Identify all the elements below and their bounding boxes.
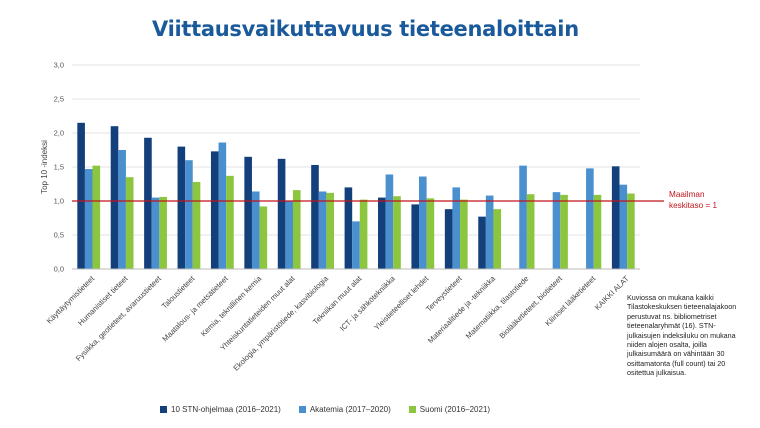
bar-series-3 [326, 192, 334, 269]
legend-item-stn: 10 STN-ohjelmaa (2016–2021) [160, 405, 281, 414]
y-axis-label: Top 10 -indeksi [40, 140, 49, 194]
bar-series-3 [460, 199, 468, 269]
y-tick-label: 1,5 [54, 163, 64, 172]
bar-series-3 [226, 175, 234, 269]
bar-series-2 [419, 176, 427, 269]
bar-series-3 [192, 181, 201, 269]
x-category-label: Biolääketieteet, biotieteet [498, 273, 565, 340]
page-title: Viittausvaikuttavuus tieteenaloittain [152, 17, 579, 41]
y-tick-label: 2,0 [54, 129, 64, 138]
bar-series-2 [586, 168, 594, 269]
bar-series-2 [251, 191, 260, 269]
bar-series-2 [185, 160, 193, 269]
bar-series-2 [285, 201, 293, 269]
y-tick-label: 1,0 [54, 197, 64, 206]
bar-series-1 [478, 216, 486, 269]
bar-series-2 [318, 191, 327, 269]
bar-series-2 [485, 195, 494, 269]
bar-series-3 [159, 196, 167, 269]
bar-series-3 [627, 193, 635, 269]
bar-series-2 [151, 197, 160, 269]
bar-series-2 [352, 221, 360, 269]
y-tick-label: 3,0 [54, 61, 64, 70]
bars [77, 122, 635, 269]
y-tick-label: 0,0 [54, 265, 64, 274]
bar-series-3 [292, 190, 301, 269]
bar-series-2 [519, 165, 527, 269]
bar-series-2 [218, 142, 227, 269]
reference-label-line-1: Maailman [669, 190, 705, 199]
legend: 10 STN-ohjelmaa (2016–2021) Akatemia (20… [160, 405, 490, 414]
x-category-label: Kemia, teknillinen kemia [199, 274, 264, 339]
legend-item-suomi: Suomi (2016–2021) [408, 405, 491, 414]
bar-series-3 [426, 198, 435, 269]
legend-label-suomi: Suomi (2016–2021) [419, 405, 491, 414]
legend-label-akatemia: Akatemia (2017–2020) [309, 405, 391, 414]
y-tick-label: 2,5 [54, 95, 64, 104]
bar-series-1 [77, 122, 85, 269]
bar-series-3 [393, 196, 401, 269]
y-axis-ticks: 0,0 0,5 1,0 1,5 2,0 2,5 3,0 [54, 61, 64, 274]
bar-series-1 [210, 151, 219, 269]
legend-swatch-stn [160, 406, 167, 413]
legend-swatch-akatemia [298, 406, 306, 413]
bar-series-1 [311, 164, 319, 269]
bar-series-3 [92, 165, 101, 269]
bar-series-1 [277, 158, 286, 269]
bar-series-2 [619, 184, 628, 269]
reference-label-line-2: keskitaso = 1 [669, 201, 717, 210]
bar-series-3 [560, 194, 568, 269]
x-category-label: KAIKKI ALAT [593, 274, 631, 312]
x-category-label: Maatalous- ja metsätieteet [160, 273, 230, 343]
bar-series-3 [259, 206, 268, 269]
bar-series-1 [444, 209, 453, 269]
bar-series-2 [552, 192, 561, 269]
bar-series-1 [378, 197, 386, 269]
x-category-label: ICT- ja sähkötekniikka [338, 274, 397, 333]
bar-series-3 [593, 194, 602, 269]
bar-series-1 [144, 137, 152, 269]
bar-series-1 [177, 146, 186, 269]
bar-series-1 [611, 166, 620, 269]
x-category-label: Materiaalitiede ja -tekniikka [426, 274, 498, 346]
bar-series-3 [359, 199, 368, 269]
bar-series-2 [452, 187, 461, 269]
bar-series-1 [244, 156, 252, 269]
y-tick-label: 0,5 [54, 231, 64, 240]
footnote: Kuviossa on mukana kaikki Tilastokeskuks… [627, 293, 737, 378]
bar-series-2 [385, 174, 394, 269]
legend-label-stn: 10 STN-ohjelmaa (2016–2021) [171, 405, 281, 414]
x-category-label: Matematiikka, tilastotiede [464, 274, 531, 341]
bar-series-1 [110, 126, 119, 269]
bar-series-2 [84, 169, 93, 269]
bar-series-2 [118, 150, 126, 269]
bar-series-3 [526, 194, 535, 269]
bar-series-3 [125, 177, 134, 269]
legend-swatch-suomi [408, 406, 416, 413]
bar-series-1 [411, 204, 420, 269]
legend-item-akatemia: Akatemia (2017–2020) [298, 405, 391, 414]
bar-series-1 [344, 187, 353, 269]
bar-series-3 [493, 209, 502, 269]
